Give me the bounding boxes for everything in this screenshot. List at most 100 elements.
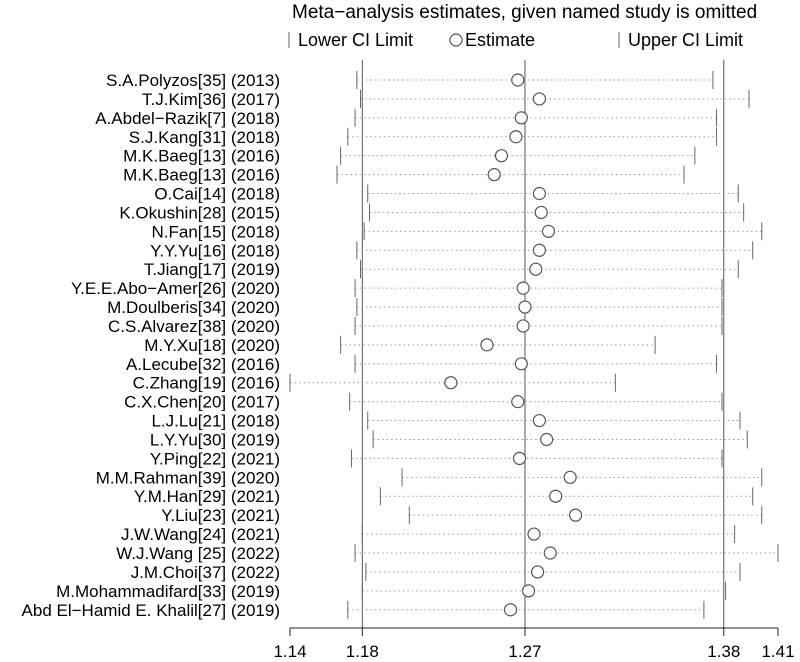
estimate-point — [540, 432, 554, 447]
estimate-point — [514, 357, 528, 371]
study-row: Abd El−Hamid E. Khalil[27] (2019) — [22, 600, 705, 620]
study-row: M.M.Rahman[39] (2020) — [96, 468, 763, 487]
study-row: Y.E.E.Abo−Amer[26] (2020) — [71, 279, 723, 298]
estimate-point — [534, 205, 548, 220]
study-row: N.Fan[15] (2018) — [151, 222, 763, 241]
x-tick-label: 1.38 — [707, 642, 740, 661]
study-label: W.J.Wang [25] (2022) — [116, 544, 280, 563]
x-tick-label: 1.14 — [273, 642, 306, 661]
study-label: C.S.Alvarez[38] (2020) — [108, 317, 280, 336]
study-label: M.Y.Xu[18] (2020) — [144, 336, 280, 355]
study-row: A.Abdel−Razik[7] (2018) — [95, 108, 718, 128]
estimate-point — [568, 508, 583, 522]
study-label: K.Okushin[28] (2015) — [119, 203, 280, 222]
study-label: M.Doulberis[34] (2020) — [107, 298, 280, 317]
study-label: Abd El−Hamid E. Khalil[27] (2019) — [22, 601, 280, 620]
chart-title: Meta−analysis estimates, given named stu… — [292, 2, 757, 23]
study-row: L.Y.Yu[30] (2019) — [150, 430, 748, 449]
estimate-point — [444, 376, 458, 390]
x-axis-ticks: 1.14 1.18 1.27 1.38 1.41 — [273, 628, 795, 661]
study-row: C.Zhang[19] (2016) — [133, 373, 616, 393]
study-label: Y.Ping[22] (2021) — [150, 449, 280, 468]
estimate-point — [532, 186, 547, 201]
estimate-point — [503, 603, 518, 617]
study-label: M.K.Baeg[13] (2016) — [123, 147, 280, 166]
study-row: W.J.Wang [25] (2022) — [116, 544, 779, 563]
x-tick-label: 1.27 — [508, 642, 541, 661]
study-label: S.A.Polyzos[35] (2013) — [106, 71, 280, 90]
estimate-point — [511, 395, 525, 409]
study-row: M.K.Baeg[13] (2016) — [123, 146, 696, 166]
study-label: L.Y.Yu[30] (2019) — [150, 430, 280, 449]
estimate-point — [521, 584, 536, 598]
study-label: O.Cai[14] (2018) — [154, 185, 280, 204]
study-row: K.Okushin[28] (2015) — [119, 203, 745, 222]
study-rows: S.A.Polyzos[35] (2013)T.J.Kim[36] (2017)… — [22, 71, 779, 620]
estimate-point — [511, 73, 525, 87]
estimate-point — [516, 319, 530, 333]
legend-estimate-marker — [449, 33, 463, 47]
x-tick-label: 1.18 — [346, 642, 379, 661]
study-row: J.W.Wang[24] (2021) — [121, 525, 736, 544]
study-row: C.S.Alvarez[38] (2020) — [108, 316, 723, 336]
x-axis: 1.14 1.18 1.27 1.38 1.41 — [273, 627, 795, 661]
estimate-point — [527, 527, 541, 541]
estimate-point — [480, 338, 494, 352]
study-row: M.K.Baeg[13] (2016) — [123, 165, 685, 185]
estimate-point — [532, 243, 547, 257]
study-row: Y.Ping[22] (2021) — [150, 449, 723, 468]
reference-lines — [361, 60, 725, 628]
estimate-point — [494, 149, 509, 163]
x-tick-label: 1.41 — [761, 642, 794, 661]
study-label: M.Mohammadifard[33] (2019) — [56, 582, 280, 601]
study-row: A.Lecube[32] (2016) — [126, 354, 718, 374]
study-row: T.Jiang[17] (2019) — [144, 260, 739, 279]
study-label: Y.M.Han[29] (2021) — [134, 487, 280, 506]
legend-estimate-label: Estimate — [465, 30, 535, 50]
study-label: L.J.Lu[21] (2018) — [151, 412, 280, 431]
study-row: O.Cai[14] (2018) — [154, 184, 739, 204]
estimate-point — [516, 281, 530, 295]
study-label: C.Zhang[19] (2016) — [133, 374, 280, 393]
study-label: Y.Y.Yu[16] (2018) — [150, 241, 280, 260]
estimate-point — [514, 111, 528, 125]
estimate-point — [543, 546, 557, 560]
study-row: Y.Liu[23] (2021) — [161, 506, 763, 525]
study-label: Y.E.E.Abo−Amer[26] (2020) — [71, 279, 280, 298]
study-row: Y.Y.Yu[16] (2018) — [150, 241, 754, 260]
study-label: Y.Liu[23] (2021) — [161, 506, 280, 525]
estimate-point — [549, 489, 563, 503]
study-label: M.K.Baeg[13] (2016) — [123, 166, 280, 185]
study-row: S.A.Polyzos[35] (2013) — [106, 71, 714, 90]
estimate-point — [531, 565, 545, 579]
legend-upper-label: Upper CI Limit — [628, 30, 743, 50]
estimate-point — [512, 451, 527, 465]
study-label: J.W.Wang[24] (2021) — [121, 525, 280, 544]
study-row: S.J.Kang[31] (2018) — [129, 128, 718, 147]
study-row: M.Y.Xu[18] (2020) — [144, 335, 656, 355]
estimate-point — [541, 224, 556, 238]
study-row: M.Doulberis[34] (2020) — [107, 298, 723, 317]
study-label: T.Jiang[17] (2019) — [144, 260, 280, 279]
study-label: M.M.Rahman[39] (2020) — [96, 468, 280, 487]
study-label: A.Abdel−Razik[7] (2018) — [95, 109, 280, 128]
estimate-point — [529, 262, 543, 276]
estimate-point — [509, 130, 523, 144]
legend-lower-label: Lower CI Limit — [298, 30, 413, 50]
legend: Lower CI Limit Estimate Upper CI Limit — [288, 30, 743, 50]
study-label: S.J.Kang[31] (2018) — [129, 128, 280, 147]
estimate-point — [532, 413, 547, 428]
study-label: C.X.Chen[20] (2017) — [124, 393, 280, 412]
study-row: Y.M.Han[29] (2021) — [134, 487, 754, 506]
study-label: T.J.Kim[36] (2017) — [142, 90, 280, 109]
study-label: J.M.Choi[37] (2022) — [131, 563, 280, 582]
estimate-point — [532, 92, 547, 106]
study-row: M.Mohammadifard[33] (2019) — [56, 581, 727, 601]
study-row: J.M.Choi[37] (2022) — [131, 562, 741, 582]
estimate-point — [518, 300, 532, 314]
study-label: N.Fan[15] (2018) — [151, 222, 280, 241]
study-row: L.J.Lu[21] (2018) — [151, 411, 741, 431]
study-row: T.J.Kim[36] (2017) — [142, 89, 750, 109]
estimate-point — [487, 168, 501, 182]
